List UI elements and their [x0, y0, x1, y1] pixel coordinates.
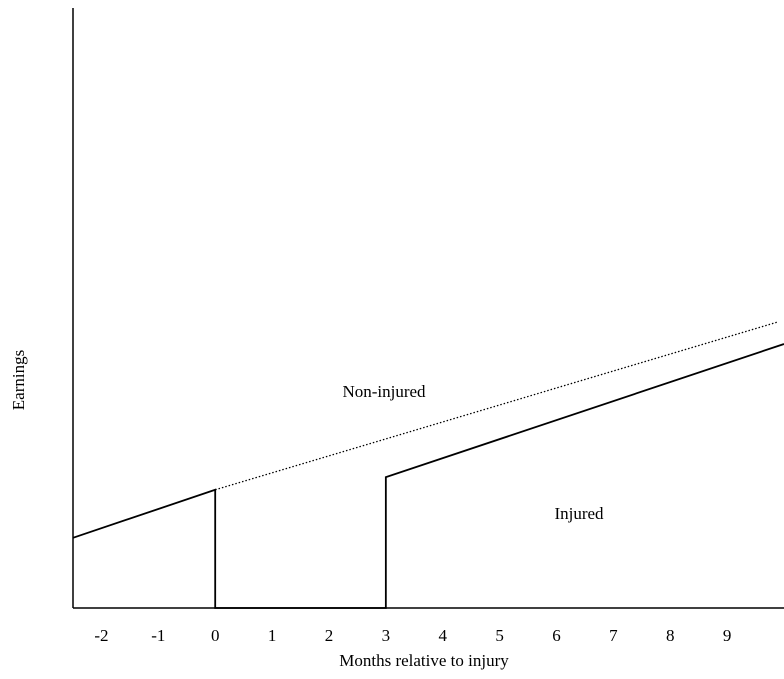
- series-line: [215, 321, 779, 491]
- series-label: Injured: [554, 504, 604, 523]
- x-tick-label: 3: [382, 626, 391, 645]
- y-axis-label: Earnings: [9, 350, 28, 410]
- x-tick-label: 7: [609, 626, 618, 645]
- x-tick-label: 0: [211, 626, 220, 645]
- x-tick-label: 1: [268, 626, 277, 645]
- x-tick-label: -1: [151, 626, 165, 645]
- x-tick-label: 6: [552, 626, 561, 645]
- x-tick-label: 8: [666, 626, 675, 645]
- x-tick-label: 2: [325, 626, 334, 645]
- series-label: Non-injured: [342, 382, 426, 401]
- x-tick-label: -2: [94, 626, 108, 645]
- x-axis-label: Months relative to injury: [339, 651, 509, 670]
- x-tick-label: 9: [723, 626, 732, 645]
- series-line: [72, 343, 784, 609]
- x-tick-label: 5: [495, 626, 504, 645]
- x-tick-label: 4: [438, 626, 447, 645]
